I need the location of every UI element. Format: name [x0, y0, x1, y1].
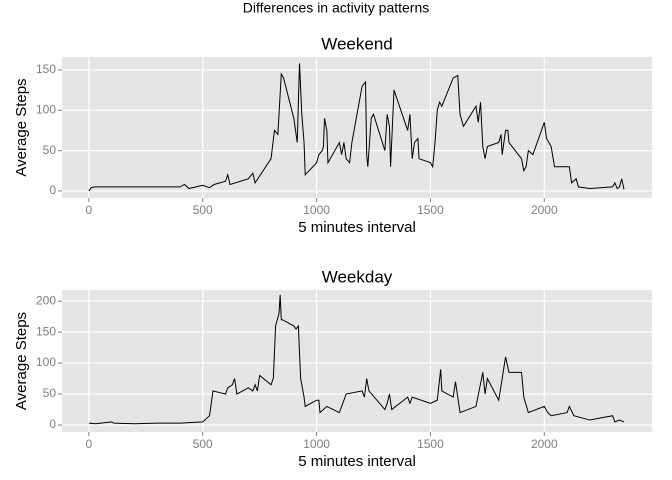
x-tick-label: 0 — [86, 203, 93, 217]
plot-background — [62, 57, 652, 198]
line — [88, 294, 625, 425]
y-tick-label: 200 — [36, 293, 56, 307]
panel-title: Weekday — [322, 267, 393, 286]
plot-background — [62, 290, 652, 432]
x-tick-label: 1500 — [417, 203, 444, 217]
x-tick-label: 1000 — [303, 437, 330, 451]
line — [88, 63, 625, 192]
y-axis-label: Average Steps — [13, 312, 30, 410]
y-tick-label: 150 — [36, 324, 56, 338]
x-tick-label: 2000 — [531, 203, 558, 217]
y-tick-label: 100 — [36, 102, 56, 116]
y-tick-label: 0 — [49, 417, 56, 431]
x-axis-label: 5 minutes interval — [298, 219, 416, 236]
x-tick-label: 500 — [193, 437, 213, 451]
x-axis-label: 5 minutes interval — [298, 453, 416, 470]
y-axis-label: Average Steps — [13, 78, 30, 176]
y-tick-label: 150 — [36, 62, 56, 76]
x-tick-label: 2000 — [531, 437, 558, 451]
y-tick-label: 100 — [36, 355, 56, 369]
x-tick-label: 1500 — [417, 437, 444, 451]
x-tick-label: 0 — [86, 437, 93, 451]
main-title: Differences in activity patterns — [243, 0, 430, 16]
y-tick-label: 0 — [49, 183, 56, 197]
x-tick-label: 500 — [193, 203, 213, 217]
y-tick-label: 50 — [43, 143, 57, 157]
panel-title: Weekend — [321, 34, 393, 53]
y-tick-label: 50 — [43, 386, 57, 400]
x-tick-label: 1000 — [303, 203, 330, 217]
